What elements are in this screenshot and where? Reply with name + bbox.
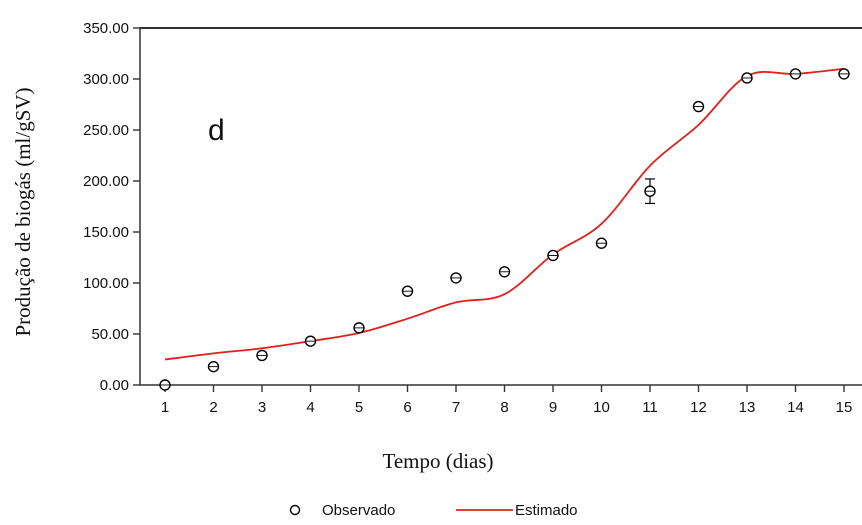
x-tick-label: 12 bbox=[690, 399, 707, 416]
estimado-series bbox=[164, 67, 845, 361]
y-axis-title: Produção de biogás (ml/gSV) bbox=[11, 87, 35, 336]
x-tick-label: 11 bbox=[642, 399, 658, 416]
y-tick-label: 350.00 bbox=[83, 20, 129, 37]
legend-observado-marker bbox=[289, 504, 301, 516]
estimado-line bbox=[164, 67, 845, 361]
x-tick-label: 13 bbox=[739, 399, 756, 416]
axes-group bbox=[139, 27, 862, 386]
y-tick-label: 250.00 bbox=[83, 122, 129, 139]
x-tick-label: 7 bbox=[452, 399, 460, 416]
y-tick-label: 50.00 bbox=[91, 326, 129, 343]
y-tick-label: 200.00 bbox=[83, 173, 129, 190]
y-tick-label: 150.00 bbox=[83, 224, 129, 241]
legend-estimado-label: Estimado bbox=[515, 502, 578, 519]
x-tick-label: 1 bbox=[161, 399, 169, 416]
legend-observado-label: Observado bbox=[322, 502, 395, 519]
x-tick-label: 6 bbox=[403, 399, 411, 416]
y-tick-label: 100.00 bbox=[83, 275, 129, 292]
x-tick-label: 4 bbox=[306, 399, 314, 416]
x-tick-label: 8 bbox=[500, 399, 508, 416]
panel-label: d bbox=[208, 114, 225, 147]
x-axis-title: Tempo (dias) bbox=[382, 449, 493, 473]
x-tick-label: 9 bbox=[549, 399, 557, 416]
x-tick-label: 10 bbox=[593, 399, 610, 416]
x-tick-label: 15 bbox=[836, 399, 853, 416]
x-tick-label: 5 bbox=[355, 399, 363, 416]
ticks-group: 0.00 50.00 100.00 150.00 200.00 250.00 300.00 3… bbox=[83, 20, 852, 416]
observado-series bbox=[159, 68, 850, 391]
x-tick-label: 14 bbox=[787, 399, 804, 416]
x-tick-label: 3 bbox=[258, 399, 266, 416]
x-tick-label: 2 bbox=[209, 399, 217, 416]
legend: Observado Estimado bbox=[289, 502, 578, 519]
y-tick-label: 300.00 bbox=[83, 71, 129, 88]
y-tick-label: 0.00 bbox=[100, 377, 129, 394]
